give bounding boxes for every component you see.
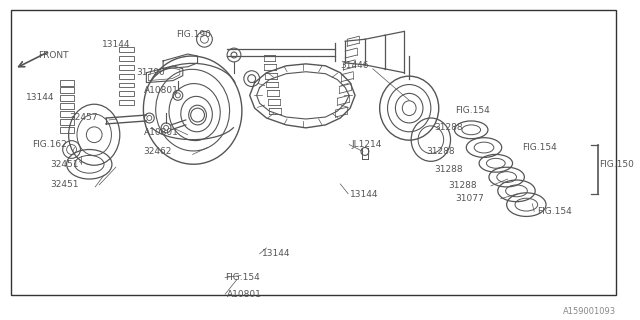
Text: 32451: 32451 (50, 160, 79, 169)
Text: A10801: A10801 (227, 290, 262, 299)
Text: 13144: 13144 (26, 93, 55, 102)
Bar (60, 87, 74, 93)
Text: 31288: 31288 (434, 123, 463, 132)
Text: 31288: 31288 (434, 165, 463, 174)
Text: 31446: 31446 (340, 61, 369, 70)
Text: FIG.162: FIG.162 (32, 140, 67, 149)
Text: JL1214: JL1214 (351, 140, 381, 149)
Bar (119, 92, 134, 96)
Bar (60, 103, 74, 109)
Bar (60, 95, 74, 101)
Bar (119, 83, 134, 87)
Text: 32457: 32457 (70, 113, 98, 122)
Text: A159001093: A159001093 (563, 307, 616, 316)
Bar (60, 111, 74, 117)
Text: 32462: 32462 (143, 147, 172, 156)
Bar (119, 47, 134, 52)
Text: A10801: A10801 (143, 86, 179, 95)
Text: 13144: 13144 (262, 249, 290, 258)
Bar (60, 119, 74, 125)
Text: FIG.154: FIG.154 (522, 143, 557, 152)
Text: 32451: 32451 (50, 180, 79, 189)
Bar (60, 127, 74, 133)
Text: FIG.154: FIG.154 (456, 106, 490, 115)
Text: FIG.190: FIG.190 (176, 30, 211, 39)
Text: 13144: 13144 (102, 40, 131, 49)
Bar (119, 100, 134, 105)
Bar (60, 80, 74, 85)
Text: 31288: 31288 (426, 147, 454, 156)
Text: FIG.154: FIG.154 (537, 207, 572, 216)
Text: A10801: A10801 (143, 128, 179, 137)
Text: 31077: 31077 (456, 194, 484, 203)
Text: 31790: 31790 (136, 68, 165, 77)
Text: 31288: 31288 (449, 181, 477, 190)
Text: FRONT: FRONT (38, 52, 68, 60)
Bar (119, 56, 134, 61)
Text: 13144: 13144 (350, 190, 379, 199)
Bar (119, 74, 134, 79)
Bar (119, 65, 134, 70)
Text: FIG.154: FIG.154 (225, 273, 260, 282)
Text: FIG.150: FIG.150 (599, 160, 634, 169)
